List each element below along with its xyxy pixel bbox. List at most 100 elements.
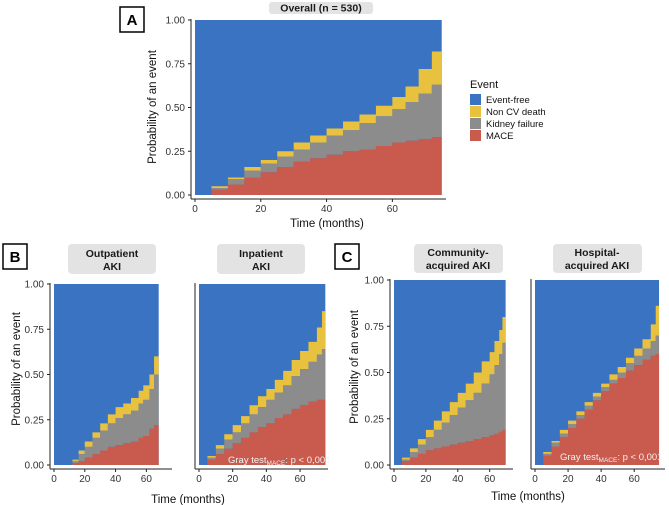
gray-test-sub-c: MACE (599, 457, 618, 464)
axes-b-outpatient: 0 20 40 60 0.00 0.25 0.50 0.75 1.00 (25, 280, 172, 485)
legend-item-mace: MACE (470, 130, 513, 142)
x-tick-label-b2-20: 20 (227, 474, 239, 485)
area-kidney-failure-c2 (535, 328, 660, 465)
y-tick-label-c1-0.75: 0.75 (365, 322, 385, 333)
strip-box-a (269, 2, 373, 14)
x-tick-label-b2-0: 0 (196, 474, 202, 485)
x-tick-label-c2-20: 20 (563, 474, 575, 485)
y-tick-label-b1-1.00: 1.00 (25, 280, 45, 291)
x-tick-label-c2-40: 40 (596, 474, 608, 485)
panel-c: C Community- acquired AKI Hospital- acqu… (334, 243, 665, 503)
x-axis-title-b: Time (months) (151, 494, 225, 505)
area-mace-a (195, 107, 442, 195)
area-mace-c2 (535, 354, 660, 465)
strip-box-c2 (553, 244, 642, 273)
plot-area-b-inpatient (199, 284, 326, 465)
panel-letter-box-a (119, 6, 145, 33)
x-tick-label-b2-40: 40 (261, 474, 273, 485)
y-tick-label-c1-0.00: 0.00 (365, 461, 385, 472)
y-tick-label-c1-1.00: 1.00 (365, 276, 385, 287)
plot-area-c-community (394, 280, 506, 465)
strip-box-c1 (414, 244, 503, 273)
facet-title-inpatient-line1: Inpatient (239, 248, 283, 260)
y-axis-title-c: Probability of an event (349, 309, 361, 424)
area-kidney-failure-b2 (199, 341, 326, 465)
x-tick-label-b1-20: 20 (79, 474, 91, 485)
x-tick-label-a-20: 20 (255, 204, 267, 215)
legend-label-eventfree: Event-free (486, 95, 530, 106)
y-axis-title-b: Probability of an event (11, 311, 23, 426)
legend-swatch-mace (470, 130, 481, 141)
legend-swatch-eventfree (470, 94, 481, 105)
legend-label-kidney: Kidney failure (486, 119, 544, 130)
axes-c-community: 0 20 40 60 0.00 0.25 0.50 0.75 1.00 (365, 276, 513, 485)
legend-item-kidney: Kidney failure (470, 118, 544, 130)
facet-title-outpatient-line2: AKI (103, 261, 121, 273)
area-mace-b2 (199, 383, 326, 465)
x-tick-label-a-40: 40 (321, 204, 333, 215)
y-tick-label-a-1.00: 1.00 (166, 16, 186, 27)
strip-box-b2 (217, 244, 305, 274)
x-tick-label-b2-60: 60 (294, 474, 306, 485)
x-tick-label-c2-0: 0 (532, 474, 538, 485)
x-tick-label-b1-40: 40 (110, 474, 122, 485)
gray-test-label-b: Gray test (228, 455, 267, 466)
panel-letter-box-b (2, 243, 28, 270)
legend-item-noncv: Non CV death (470, 106, 546, 118)
plot-area-c-hospital (535, 280, 660, 465)
y-tick-label-a-0.75: 0.75 (166, 59, 186, 70)
x-tick-label-c1-60: 60 (484, 474, 496, 485)
panel-letter-box-c (334, 243, 360, 270)
area-kidney-failure-a (195, 77, 442, 195)
gray-test-pvalue-c: : p < 0,001 (617, 452, 662, 463)
legend-item-eventfree: Event-free (470, 94, 530, 106)
panel-a: A Overall (n = 530) 0 20 40 600.000.250.500… (119, 2, 446, 230)
panel-letter-a: A (127, 12, 138, 29)
plot-area-b-outpatient (54, 284, 159, 465)
y-tick-label-b1-0.50: 0.50 (25, 370, 45, 381)
gray-test-label-c: Gray test (560, 452, 599, 463)
legend-title: Event (470, 79, 498, 91)
axes-a: 0 20 40 60 0.00 0.25 0.50 0.75 1.00 (166, 16, 446, 215)
x-tick-label-c1-40: 40 (452, 474, 464, 485)
chart-title-a: Overall (n = 530) (280, 3, 361, 15)
plot-area-a (195, 20, 442, 195)
area-mace-b1 (54, 425, 159, 465)
gray-test-annotation-b: Gray testMACE: p < 0,001 (228, 455, 331, 467)
gray-test-pvalue-b: : p < 0,001 (285, 455, 330, 466)
x-tick-label-b1-0: 0 (51, 474, 57, 485)
facet-title-community-line2: acquired AKI (426, 260, 490, 272)
facet-title-hospital-line2: acquired AKI (565, 260, 629, 272)
facet-title-outpatient-line1: Outpatient (86, 248, 139, 260)
x-axis-title-c: Time (months) (491, 491, 565, 503)
facet-title-community-line1: Community- (427, 247, 489, 259)
x-tick-label-c2-60: 60 (629, 474, 641, 485)
legend-label-noncv: Non CV death (486, 107, 546, 118)
panel-letter-c: C (342, 249, 353, 266)
x-tick-label-a-0: 0 (192, 204, 198, 215)
area-noncv-death-a (195, 20, 442, 195)
panel-b: B Outpatient AKI Inpatient AKI 0 20 40 60 0.… (2, 243, 331, 505)
legend-swatch-kidney (470, 118, 481, 129)
area-kidney-failure-c1 (394, 335, 506, 465)
legend: Event Event-free Non CV death Kidney fai… (470, 79, 546, 142)
axes-b-inpatient: 0 20 40 60 (194, 283, 328, 485)
area-kidney-failure-b1 (54, 356, 159, 465)
x-axis-title-a: Time (months) (290, 218, 364, 230)
axes-c-hospital: 0 20 40 60 (530, 279, 665, 485)
gray-test-annotation-c: Gray testMACE: p < 0,001 (560, 452, 663, 464)
y-tick-label-a-0.00: 0.00 (166, 191, 186, 202)
x-tick-label-c1-0: 0 (391, 474, 397, 485)
y-tick-label-c1-0.50: 0.50 (365, 368, 385, 379)
y-tick-label-a-0.50: 0.50 (166, 103, 186, 114)
strip-box-b1 (68, 244, 156, 274)
y-axis-title-a: Probability of an event (147, 49, 159, 164)
x-tick-label-a-60: 60 (387, 204, 399, 215)
legend-label-mace: MACE (486, 131, 513, 142)
facet-title-inpatient-line2: AKI (252, 261, 270, 273)
y-tick-label-a-0.25: 0.25 (166, 147, 186, 158)
y-tick-label-b1-0.00: 0.00 (25, 461, 45, 472)
panel-letter-b: B (10, 249, 21, 266)
facet-title-hospital-line1: Hospital- (575, 247, 620, 259)
